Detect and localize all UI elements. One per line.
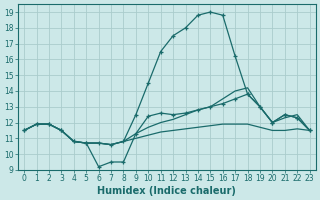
X-axis label: Humidex (Indice chaleur): Humidex (Indice chaleur) xyxy=(98,186,236,196)
